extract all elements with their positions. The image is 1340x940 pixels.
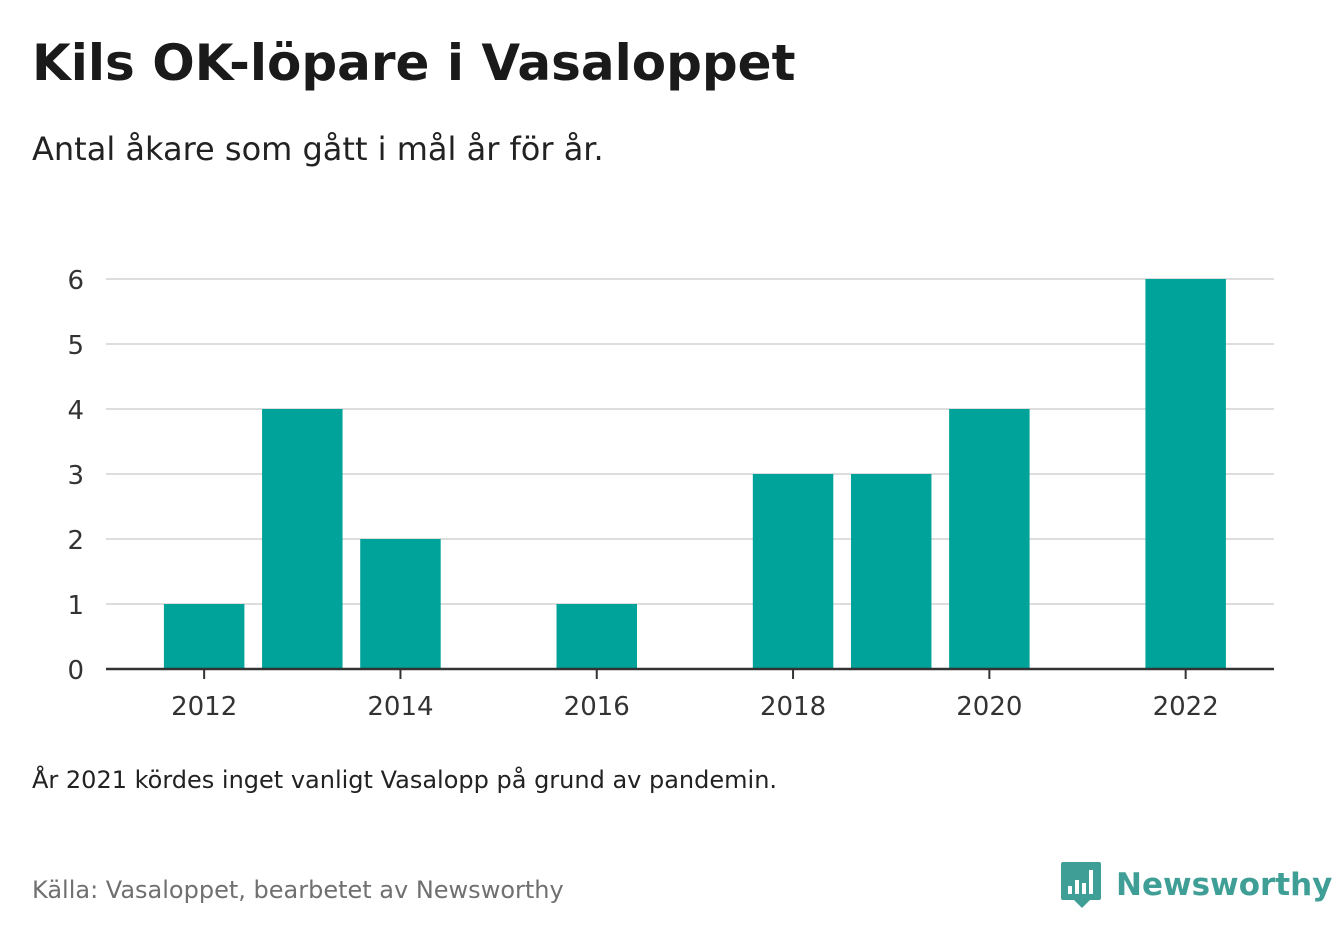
bar-2022: [1145, 279, 1226, 669]
x-tick-label: 2012: [171, 692, 237, 722]
x-tick-label: 2022: [1153, 692, 1219, 722]
y-tick-label: 5: [67, 331, 84, 361]
bar-2019: [850, 474, 932, 669]
x-tick-label: 2014: [367, 692, 433, 722]
chart-note: År 2021 kördes inget vanligt Vasalopp på…: [32, 766, 778, 794]
x-axis-ticks: 2012 2014 2016 2018 2020 2022: [106, 667, 1274, 722]
bar-2013: [262, 409, 343, 669]
chart-title: Kils OK-löpare i Vasaloppet: [32, 34, 796, 92]
bar-chart-logo-icon: [1061, 862, 1101, 908]
y-tick-label: 0: [67, 656, 84, 686]
bar-2016: [556, 604, 637, 669]
chart-subtitle: Antal åkare som gått i mål år för år.: [32, 130, 604, 168]
logo-text: Newsworthy: [1116, 867, 1333, 903]
y-axis-ticks: 0 1 2 3 4 5 6: [67, 266, 84, 686]
y-tick-label: 4: [67, 396, 84, 426]
bar-2014: [360, 539, 441, 669]
bar-2012: [163, 604, 245, 669]
x-tick-label: 2016: [564, 692, 630, 722]
chart-source: Källa: Vasaloppet, bearbetet av Newswort…: [32, 876, 564, 904]
bar-2020: [949, 409, 1030, 669]
bar-2018: [752, 474, 834, 669]
y-tick-label: 6: [67, 266, 84, 296]
y-tick-label: 1: [67, 591, 84, 621]
bar-chart: 0 1 2 3 4 5 6 2012 2014 2016 2018 2020 2022: [67, 266, 1274, 722]
newsworthy-logo: Newsworthy: [1060, 860, 1332, 910]
y-tick-label: 3: [67, 461, 84, 491]
bars: [163, 279, 1226, 669]
x-tick-label: 2018: [760, 692, 826, 722]
y-tick-label: 2: [67, 526, 84, 556]
x-tick-label: 2020: [956, 692, 1022, 722]
